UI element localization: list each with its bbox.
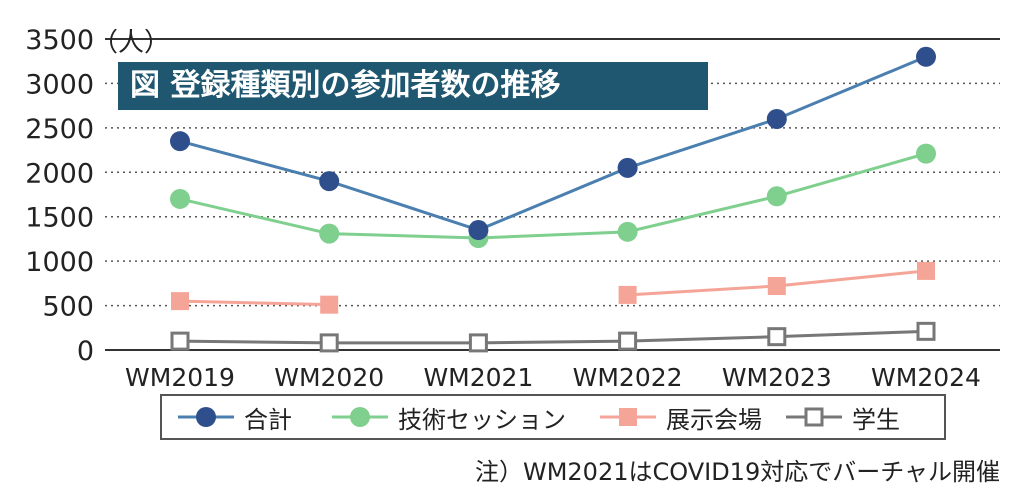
series-line bbox=[179, 329, 927, 345]
data-point bbox=[767, 327, 787, 347]
data-point bbox=[468, 220, 489, 241]
y-tick-label: 1000 bbox=[25, 247, 94, 278]
series-line bbox=[179, 299, 330, 307]
y-tick-label: 3000 bbox=[25, 69, 94, 100]
legend-marker-exhibition bbox=[600, 408, 656, 426]
x-tick-label: WM2024 bbox=[871, 363, 981, 392]
gridlines bbox=[105, 38, 1000, 351]
x-tick-label: WM2022 bbox=[573, 363, 683, 392]
data-point bbox=[618, 331, 638, 351]
legend-label-total: 合計 bbox=[244, 405, 292, 434]
legend-label-exhibition: 展示会場 bbox=[666, 405, 762, 434]
x-tick-label: WM2021 bbox=[423, 363, 533, 392]
series-line bbox=[179, 152, 927, 240]
data-point bbox=[916, 46, 936, 67]
legend-marker-student bbox=[786, 407, 842, 427]
chart-title: 図 登録種類別の参加者数の推移 bbox=[118, 62, 708, 110]
x-tick-label: WM2020 bbox=[274, 363, 384, 392]
data-point bbox=[319, 223, 340, 244]
x-tick-label: WM2023 bbox=[722, 363, 832, 392]
series-0 bbox=[170, 46, 936, 241]
series-3 bbox=[170, 321, 936, 353]
legend-label-technical-session: 技術セッション bbox=[398, 405, 566, 434]
data-point bbox=[916, 143, 936, 164]
data-point bbox=[916, 321, 936, 341]
series-line bbox=[179, 55, 927, 232]
footnote: 注）WM2021はCOVID19対応でバーチャル開催 bbox=[474, 458, 1000, 486]
data-point bbox=[320, 295, 339, 314]
data-point bbox=[767, 277, 786, 296]
data-point bbox=[917, 261, 935, 280]
legend: 合計 技術セッション 展示会場 学生 bbox=[160, 394, 946, 440]
legend-item-student: 学生 bbox=[784, 396, 900, 438]
legend-item-technical-session: 技術セッション bbox=[330, 396, 566, 438]
data-point bbox=[170, 131, 190, 152]
legend-item-total: 合計 bbox=[176, 396, 292, 438]
x-tick-label: WM2019 bbox=[125, 363, 235, 392]
series-group bbox=[170, 46, 936, 353]
data-point bbox=[468, 333, 488, 353]
data-point bbox=[766, 186, 787, 207]
data-point bbox=[319, 171, 340, 192]
y-tick-label: 3500 bbox=[25, 25, 94, 56]
series-1 bbox=[170, 143, 936, 249]
data-point bbox=[617, 221, 638, 242]
y-axis-unit-label: （人） bbox=[92, 28, 171, 58]
y-tick-label: 500 bbox=[42, 292, 94, 323]
data-point bbox=[319, 333, 339, 353]
y-tick-labels: 0 500 1000 1500 2000 2500 3000 3500 bbox=[25, 25, 94, 367]
data-point bbox=[618, 285, 637, 304]
y-tick-label: 2500 bbox=[25, 114, 94, 145]
x-tick-labels: WM2019 WM2020 WM2021 WM2022 WM2023 WM2024 bbox=[125, 363, 981, 392]
series-2 bbox=[171, 261, 935, 314]
data-point bbox=[766, 108, 787, 129]
y-tick-label: 1500 bbox=[25, 203, 94, 234]
data-point bbox=[170, 188, 190, 209]
legend-label-student: 学生 bbox=[852, 405, 900, 434]
data-point bbox=[170, 331, 190, 351]
data-point bbox=[171, 292, 189, 311]
y-tick-label: 2000 bbox=[25, 158, 94, 189]
legend-marker-technical-session bbox=[332, 407, 388, 427]
data-point bbox=[617, 157, 638, 178]
legend-marker-total bbox=[178, 407, 234, 427]
y-tick-label: 0 bbox=[77, 336, 94, 367]
legend-item-exhibition: 展示会場 bbox=[598, 396, 762, 438]
